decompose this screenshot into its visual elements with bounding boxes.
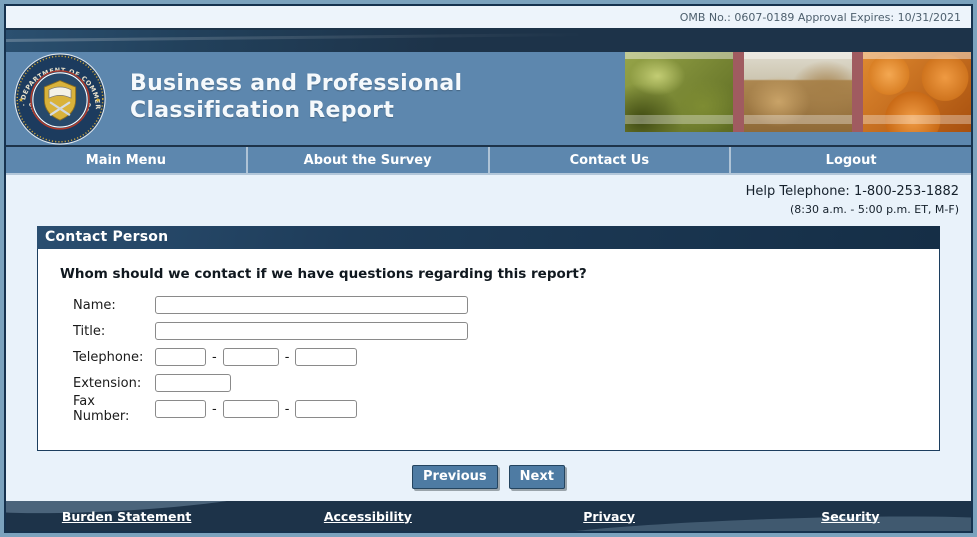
footer: Burden Statement Accessibility Privacy S…	[6, 501, 971, 531]
content-area: Help Telephone: 1-800-253-1882 (8:30 a.m…	[6, 175, 971, 501]
footer-link-burden-statement[interactable]: Burden Statement	[61, 508, 192, 524]
section-title: Contact Person	[37, 225, 940, 249]
contact-person-panel: Contact Person Whom should we contact if…	[37, 225, 940, 451]
fax-prefix-input[interactable]	[222, 400, 279, 419]
next-button[interactable]: Next	[508, 464, 565, 489]
footer-link-security[interactable]: Security	[821, 508, 880, 524]
omb-bar: OMB No.: 0607-0189 Approval Expires: 10/…	[6, 6, 971, 30]
nav-item-logout[interactable]: Logout	[825, 152, 877, 168]
photo-oranges-image	[863, 52, 971, 132]
fax-line-input[interactable]	[295, 400, 358, 419]
masthead-photo-strip	[625, 52, 971, 132]
telephone-line-input[interactable]	[295, 348, 358, 367]
form-question: Whom should we contact if we have questi…	[60, 265, 587, 282]
previous-button[interactable]: Previous	[412, 464, 498, 489]
nav-item-about-the-survey[interactable]: About the Survey	[248, 147, 490, 173]
telephone-area-input[interactable]	[155, 348, 206, 367]
main-nav: Main Menu About the Survey Contact Us Lo…	[6, 145, 971, 175]
page-title-line1: Business and Professional	[130, 71, 463, 96]
page-inner: OMB No.: 0607-0189 Approval Expires: 10/…	[4, 4, 973, 533]
help-telephone-block: Help Telephone: 1-800-253-1882 (8:30 a.m…	[6, 175, 971, 218]
title-label: Title:	[73, 323, 106, 339]
name-label: Name:	[73, 297, 116, 313]
header-swoosh-band	[6, 30, 971, 52]
extension-input[interactable]	[155, 374, 231, 393]
telephone-row: Telephone: - -	[73, 348, 939, 367]
nav-item-contact-us[interactable]: Contact Us	[490, 147, 732, 173]
nav-item-main-menu[interactable]: Main Menu	[6, 147, 248, 173]
name-input[interactable]	[155, 296, 468, 315]
name-row: Name:	[73, 296, 939, 315]
fax-label: Fax Number:	[73, 394, 130, 425]
extension-label: Extension:	[73, 375, 142, 391]
fax-row: Fax Number: - -	[73, 394, 939, 424]
extension-row: Extension:	[73, 374, 939, 393]
help-telephone-number: Help Telephone: 1-800-253-1882	[745, 184, 959, 199]
census-bureau-seal-icon: U.S. DEPARTMENT OF COMMERCE BUREAU OF TH…	[11, 47, 106, 145]
telephone-prefix-input[interactable]	[222, 348, 279, 367]
page-title: Business and Professional Classification…	[130, 70, 462, 124]
telephone-dash-2: -	[284, 349, 290, 365]
footer-link-accessibility[interactable]: Accessibility	[323, 508, 412, 524]
navigation-buttons: Previous Next	[6, 464, 971, 489]
fax-dash-1: -	[212, 401, 217, 417]
contact-person-form: Whom should we contact if we have questi…	[37, 248, 940, 451]
fax-dash-2: -	[284, 401, 290, 417]
footer-link-privacy[interactable]: Privacy	[583, 508, 635, 524]
omb-approval-text: OMB No.: 0607-0189 Approval Expires: 10/…	[679, 10, 961, 24]
seal-star-left: ★	[18, 96, 24, 104]
masthead: U.S. DEPARTMENT OF COMMERCE BUREAU OF TH…	[6, 47, 971, 145]
title-input[interactable]	[155, 322, 468, 341]
telephone-label: Telephone:	[73, 349, 144, 365]
help-telephone-hours: (8:30 a.m. - 5:00 p.m. ET, M-F)	[789, 202, 959, 216]
seal-star-right: ★	[95, 96, 101, 104]
page-title-line2: Classification Report	[130, 98, 395, 123]
telephone-dash-1: -	[212, 349, 217, 365]
title-row: Title:	[73, 322, 939, 341]
photo-boxes-image	[744, 52, 852, 132]
photo-machinery-image	[625, 52, 733, 132]
fax-area-input[interactable]	[155, 400, 206, 419]
